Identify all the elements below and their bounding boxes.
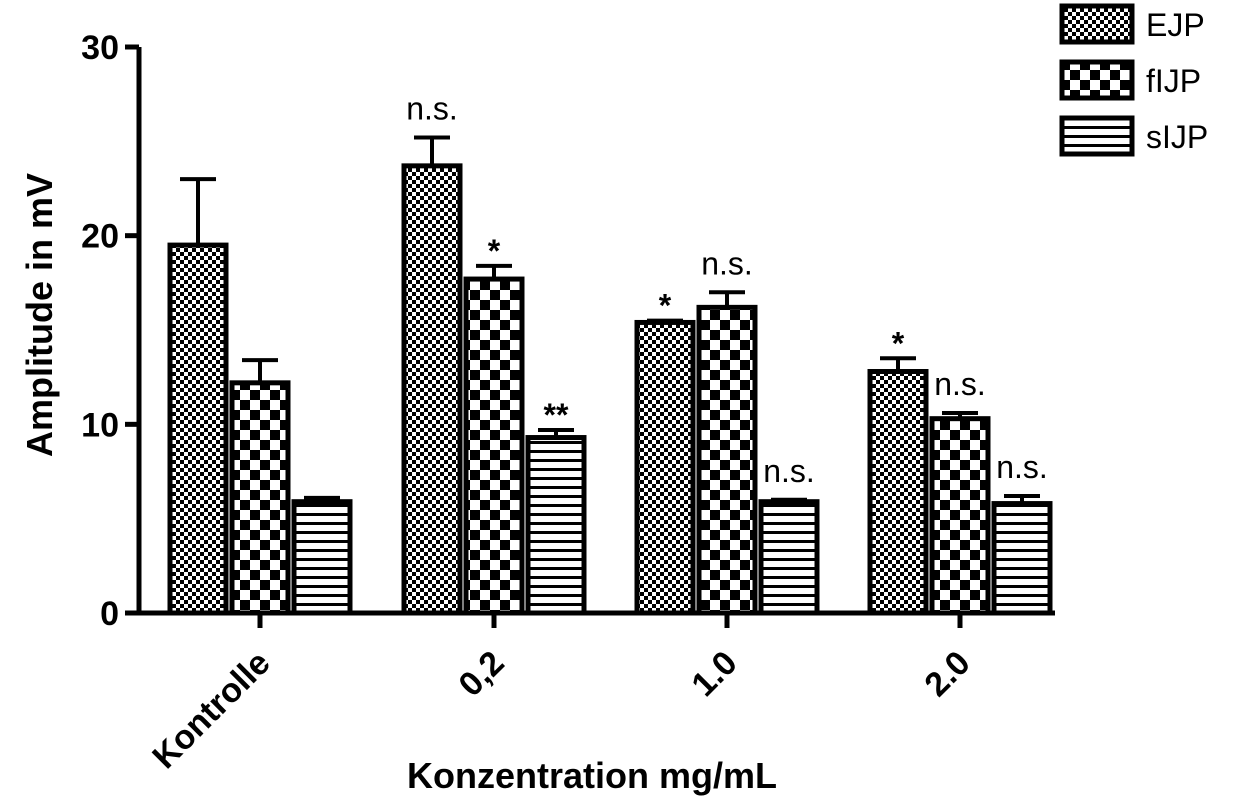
legend-label: fIJP [1146, 63, 1201, 99]
significance-label: n.s. [996, 449, 1048, 485]
x-tick-label: 2.0 [917, 644, 977, 704]
y-tick-label: 0 [100, 595, 119, 633]
significance-label: * [892, 325, 905, 361]
legend-label: EJP [1146, 7, 1205, 43]
bar-fijp [463, 276, 525, 616]
bar-sijp [991, 501, 1053, 616]
bar-fijp [229, 380, 291, 616]
significance-label: n.s. [763, 453, 815, 489]
x-tick-label: 0,2 [451, 644, 511, 704]
y-axis-title: Amplitude in mV [19, 173, 60, 457]
bar-ejp [401, 163, 463, 616]
x-tick-label: Kontrolle [145, 644, 277, 776]
bar-ejp [867, 369, 929, 616]
x-ticks: Kontrolle 0,2 1.0 2.0 [145, 613, 978, 776]
bar-ejp [634, 319, 696, 616]
legend: EJP fIJP sIJP [1059, 3, 1208, 157]
y-tick-label: 20 [81, 218, 119, 256]
significance-label: ** [544, 397, 569, 433]
significance-labels: n.s.*** n.s.n.s.**n.s. n.s. [406, 91, 1048, 489]
significance-label: n.s. [701, 245, 753, 281]
y-ticks: 0 10 20 30 [81, 29, 139, 633]
bars [167, 163, 1053, 616]
y-tick-label: 10 [81, 406, 119, 444]
significance-label: n.s. [406, 91, 458, 127]
legend-swatch-ejp [1059, 3, 1135, 45]
significance-label: n.s. [934, 366, 986, 402]
significance-label: * [659, 288, 672, 324]
legend-swatch-fijp [1059, 59, 1135, 101]
x-tick-label: 1.0 [684, 644, 744, 704]
error-bars [180, 135, 1040, 504]
bar-sijp [291, 499, 353, 616]
bar-ejp [167, 242, 229, 616]
x-axis-title: Konzentration mg/mL [407, 755, 777, 796]
bar-fijp [929, 416, 991, 616]
y-tick-label: 30 [81, 29, 119, 67]
legend-swatch-sijp [1059, 115, 1135, 157]
bar-sijp [525, 435, 587, 616]
significance-label: * [488, 233, 501, 269]
bar-fijp [696, 304, 758, 616]
legend-label: sIJP [1146, 119, 1208, 155]
bar-sijp [758, 499, 820, 616]
